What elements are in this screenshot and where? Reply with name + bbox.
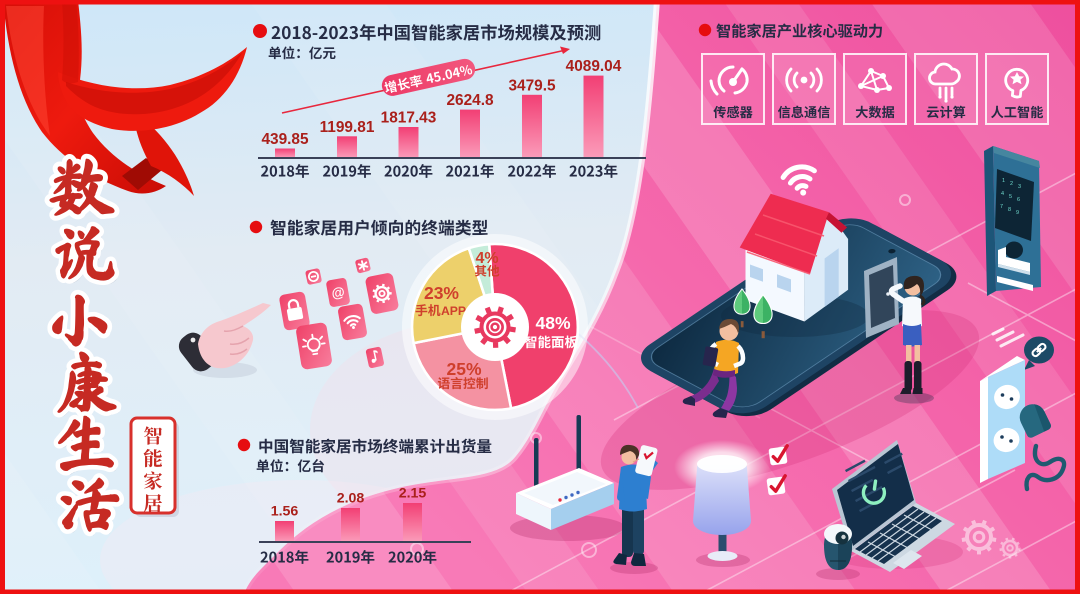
svg-text:1817.43: 1817.43 (381, 110, 437, 127)
svg-text:3479.5: 3479.5 (508, 77, 556, 94)
svg-text:48%: 48% (535, 313, 570, 333)
svg-text:9: 9 (1016, 210, 1019, 216)
svg-text:2: 2 (1010, 181, 1013, 187)
svg-text:25%: 25% (446, 359, 481, 379)
svg-text:4%: 4% (475, 250, 498, 267)
svg-text:APP: APP (441, 304, 466, 318)
svg-text:23%: 23% (424, 283, 459, 303)
svg-text:6: 6 (1017, 197, 1020, 203)
svg-text:2624.8: 2624.8 (446, 92, 494, 109)
svg-text:1199.81: 1199.81 (320, 119, 375, 136)
svg-text:@: @ (330, 284, 346, 301)
svg-text:439.85: 439.85 (261, 131, 309, 148)
svg-text:1: 1 (1002, 178, 1005, 184)
svg-text:3: 3 (1018, 184, 1021, 190)
svg-text:2.15: 2.15 (399, 486, 427, 502)
svg-text:4: 4 (1001, 191, 1004, 197)
svg-text:2.08: 2.08 (337, 491, 365, 507)
svg-text:5: 5 (1009, 194, 1012, 200)
svg-text:7: 7 (1000, 204, 1003, 210)
svg-text:4089.04: 4089.04 (566, 58, 622, 75)
svg-text:1.56: 1.56 (271, 504, 299, 520)
svg-text:8: 8 (1008, 207, 1011, 213)
